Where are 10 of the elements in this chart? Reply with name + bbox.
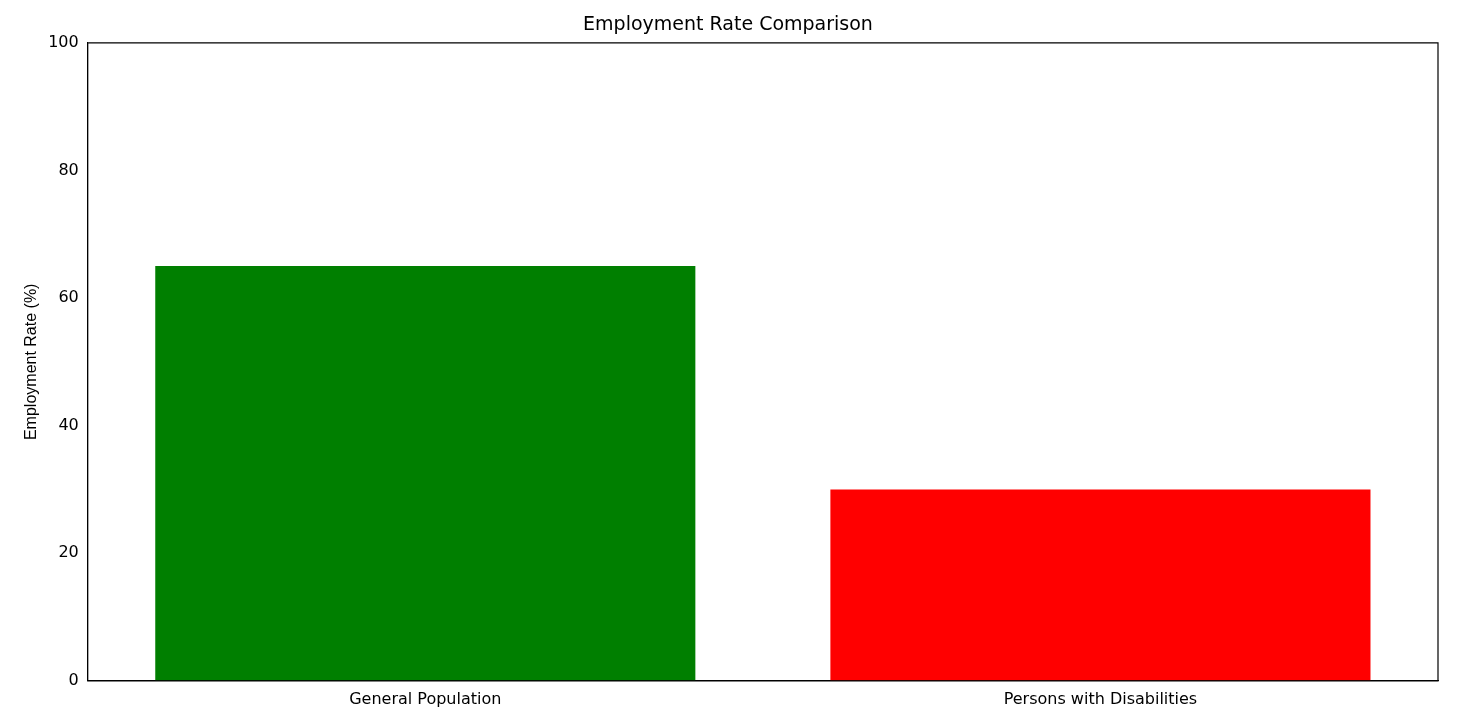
y-tick-label: 80: [58, 159, 79, 179]
y-tick-label: 100: [48, 31, 79, 51]
x-tick-label: General Population: [349, 688, 502, 708]
y-tick-label: 20: [58, 542, 79, 562]
x-tick-label: Persons with Disabilities: [1003, 688, 1198, 708]
y-axis-title: Employment Rate (%): [22, 283, 40, 441]
y-tick-label: 40: [58, 414, 79, 434]
y-tick-label: 60: [58, 287, 79, 307]
chart-title: Employment Rate Comparison: [583, 12, 873, 35]
y-tick-label: 0: [68, 669, 79, 689]
